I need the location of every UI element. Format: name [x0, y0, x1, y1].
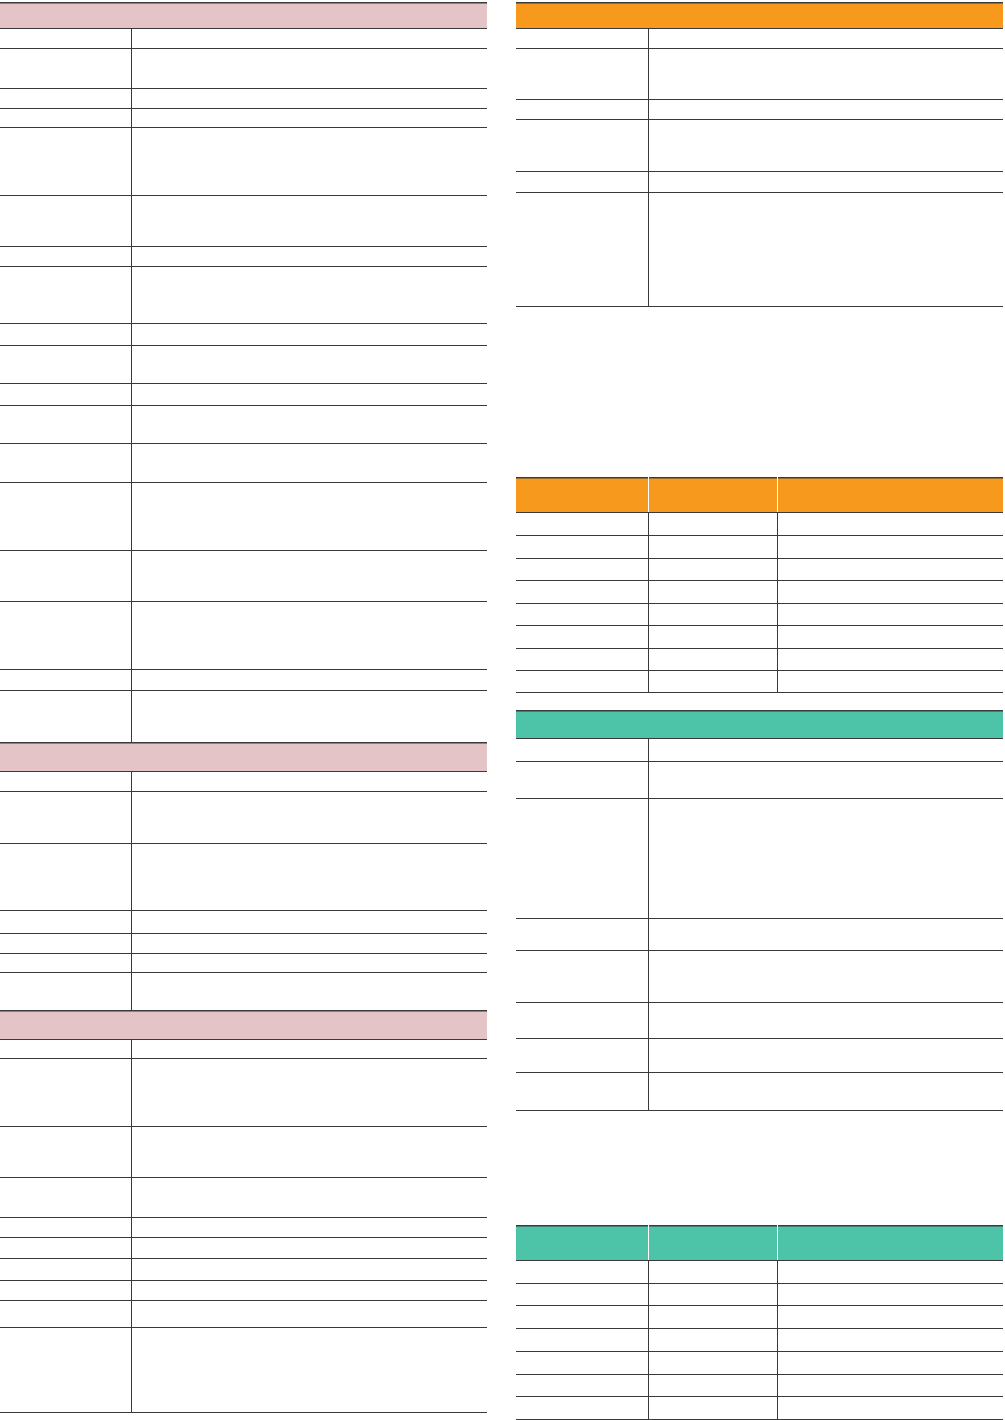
table-header	[516, 710, 1003, 738]
table-header	[0, 2, 487, 28]
table-header	[0, 742, 487, 771]
table-header	[0, 1010, 487, 1039]
table-header	[516, 1225, 1003, 1260]
table-header	[516, 2, 1003, 28]
table-header	[516, 477, 1003, 512]
